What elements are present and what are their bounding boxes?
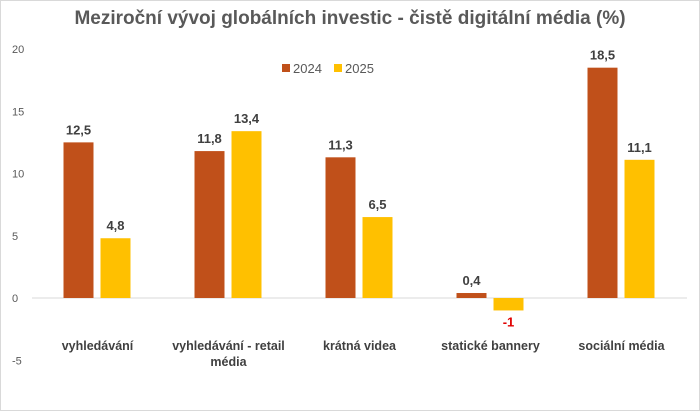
- data-label: 6,5: [368, 197, 386, 212]
- y-tick-label: -5: [12, 355, 22, 367]
- data-label: 18,5: [590, 48, 615, 63]
- bar-2024: [63, 142, 94, 298]
- bar-2025: [231, 131, 262, 298]
- data-label: 12,5: [66, 122, 91, 137]
- legend-swatch-2024: [282, 64, 290, 72]
- bar-2025: [100, 238, 131, 298]
- bar-2024: [325, 157, 356, 298]
- category-label: statické bannery: [441, 339, 540, 353]
- data-label: 0,4: [462, 273, 481, 288]
- legend-label: 2024: [293, 61, 322, 76]
- data-label: 4,8: [106, 218, 124, 233]
- category-label: sociální média: [578, 339, 665, 353]
- bar-2024: [587, 67, 618, 298]
- data-label: 11,1: [627, 140, 652, 155]
- bar-2024: [456, 293, 487, 298]
- category-label: vyhledávání: [62, 339, 134, 353]
- data-label: 11,3: [328, 137, 353, 152]
- bar-2025: [493, 298, 524, 311]
- category-label: krátná videa: [323, 339, 397, 353]
- bar-2025: [362, 217, 393, 298]
- legend-label: 2025: [345, 61, 374, 76]
- data-label: 11,8: [197, 131, 222, 146]
- category-label: média: [210, 355, 247, 369]
- chart-title: Meziroční vývoj globálních investic - či…: [74, 8, 626, 29]
- y-tick-label: 0: [12, 293, 18, 305]
- y-tick-label: 10: [12, 169, 24, 181]
- y-tick-label: 20: [12, 44, 24, 56]
- category-label: vyhledávání - retail: [172, 339, 285, 353]
- bar-2025: [624, 159, 655, 298]
- y-tick-label: 5: [12, 231, 18, 243]
- bar-2024: [194, 151, 225, 298]
- data-label: 13,4: [234, 111, 260, 126]
- legend-swatch-2025: [334, 64, 342, 72]
- data-label: -1: [503, 314, 515, 329]
- y-tick-label: 15: [12, 106, 24, 118]
